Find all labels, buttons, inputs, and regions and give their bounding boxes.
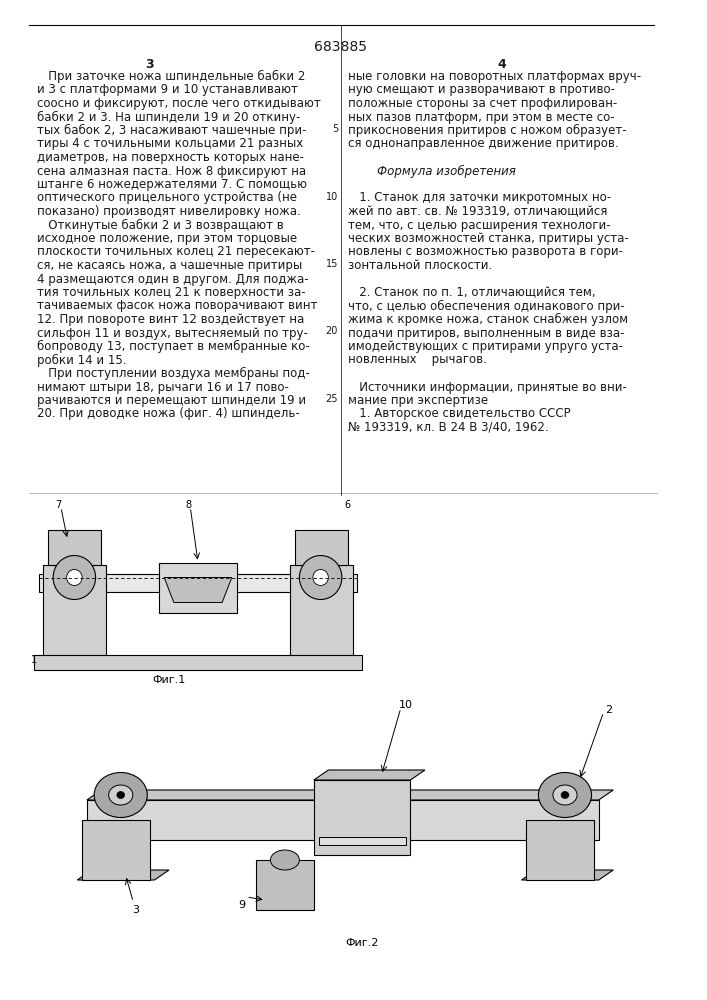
Text: 1: 1 <box>30 655 37 665</box>
Text: имодействующих с притирами упруго уста-: имодействующих с притирами упруго уста- <box>348 340 623 353</box>
Text: жима к кромке ножа, станок снабжен узлом: жима к кромке ножа, станок снабжен узлом <box>348 313 628 326</box>
Polygon shape <box>164 578 232 602</box>
Text: ся, не касаясь ножа, а чашечные притиры: ся, не касаясь ножа, а чашечные притиры <box>37 259 302 272</box>
Ellipse shape <box>270 850 299 870</box>
Text: что, с целью обеспечения одинакового при-: что, с целью обеспечения одинакового при… <box>348 300 624 313</box>
Text: прикосновения притиров с ножом образует-: прикосновения притиров с ножом образует- <box>348 124 626 137</box>
Text: 4: 4 <box>498 58 507 71</box>
Polygon shape <box>522 870 613 880</box>
Text: 4 размещаются один в другом. Для поджа-: 4 размещаются один в другом. Для поджа- <box>37 272 308 286</box>
Text: 8: 8 <box>185 500 192 510</box>
Text: 3: 3 <box>146 58 154 71</box>
Bar <box>319 837 406 845</box>
Bar <box>34 655 362 670</box>
Text: зонтальной плоскости.: зонтальной плоскости. <box>348 259 492 272</box>
Polygon shape <box>314 770 425 780</box>
Text: ные головки на поворотных платформах вруч-: ные головки на поворотных платформах вру… <box>348 70 641 83</box>
Text: бопроводу 13, поступает в мембранные ко-: бопроводу 13, поступает в мембранные ко- <box>37 340 310 353</box>
Text: робки 14 и 15.: робки 14 и 15. <box>37 354 126 367</box>
Text: тачиваемых фасок ножа поворачивают винт: тачиваемых фасок ножа поворачивают винт <box>37 300 317 312</box>
Ellipse shape <box>117 792 124 798</box>
Text: тем, что, с целью расширения технологи-: тем, что, с целью расширения технологи- <box>348 219 610 232</box>
Text: подачи притиров, выполненным в виде вза-: подачи притиров, выполненным в виде вза- <box>348 326 624 340</box>
Text: бабки 2 и 3. На шпиндели 19 и 20 откину-: бабки 2 и 3. На шпиндели 19 и 20 откину- <box>37 110 300 124</box>
Text: оптического прицельного устройства (не: оптического прицельного устройства (не <box>37 192 297 205</box>
Ellipse shape <box>553 785 577 805</box>
Text: сена алмазная паста. Нож 8 фиксируют на: сена алмазная паста. Нож 8 фиксируют на <box>37 164 306 178</box>
Bar <box>256 860 314 910</box>
Bar <box>43 565 106 660</box>
Text: положные стороны за счет профилирован-: положные стороны за счет профилирован- <box>348 97 617 110</box>
Text: 5: 5 <box>332 124 338 134</box>
Text: 25: 25 <box>325 394 338 404</box>
Bar <box>314 780 411 855</box>
Bar <box>39 574 357 591</box>
Text: 9: 9 <box>238 900 245 910</box>
Text: мание при экспертизе: мание при экспертизе <box>348 394 488 407</box>
Text: Источники информации, принятые во вни-: Источники информации, принятые во вни- <box>348 380 626 393</box>
Text: 10: 10 <box>326 192 338 202</box>
Text: Фиг.1: Фиг.1 <box>153 675 186 685</box>
Text: № 193319, кл. В 24 В 3/40, 1962.: № 193319, кл. В 24 В 3/40, 1962. <box>348 421 549 434</box>
Text: Формула изобретения: Формула изобретения <box>377 164 515 178</box>
Circle shape <box>313 570 328 585</box>
Text: ных пазов платформ, при этом в месте со-: ных пазов платформ, при этом в месте со- <box>348 110 614 123</box>
Text: Откинутые бабки 2 и 3 возвращают в: Откинутые бабки 2 и 3 возвращают в <box>37 219 284 232</box>
Text: тиры 4 с точильными кольцами 21 разных: тиры 4 с точильными кольцами 21 разных <box>37 137 303 150</box>
Polygon shape <box>77 870 169 880</box>
Text: 20: 20 <box>326 326 338 336</box>
Text: 3: 3 <box>132 905 139 915</box>
Text: новлены с возможностью разворота в гори-: новлены с возможностью разворота в гори- <box>348 245 623 258</box>
Text: 20. При доводке ножа (фиг. 4) шпиндель-: 20. При доводке ножа (фиг. 4) шпиндель- <box>37 408 300 420</box>
Circle shape <box>53 556 95 599</box>
Text: 10: 10 <box>399 700 413 710</box>
Bar <box>526 820 594 880</box>
Text: нимают штыри 18, рычаги 16 и 17 пово-: нимают штыри 18, рычаги 16 и 17 пово- <box>37 380 288 393</box>
Text: При поступлении воздуха мембраны под-: При поступлении воздуха мембраны под- <box>37 367 310 380</box>
Text: 6: 6 <box>344 500 351 510</box>
Text: Фиг.2: Фиг.2 <box>346 938 379 948</box>
Text: сильфон 11 и воздух, вытесняемый по тру-: сильфон 11 и воздух, вытесняемый по тру- <box>37 326 308 340</box>
Text: 2: 2 <box>605 705 612 715</box>
Text: тия точильных колец 21 к поверхности за-: тия точильных колец 21 к поверхности за- <box>37 286 305 299</box>
Text: штанге 6 ножедержателями 7. С помощью: штанге 6 ножедержателями 7. С помощью <box>37 178 307 191</box>
Text: тых бабок 2, 3 насаживают чашечные при-: тых бабок 2, 3 насаживают чашечные при- <box>37 124 306 137</box>
Polygon shape <box>87 790 613 800</box>
Text: рачиваются и перемещают шпиндели 19 и: рачиваются и перемещают шпиндели 19 и <box>37 394 306 407</box>
Text: 1. Станок для заточки микротомных но-: 1. Станок для заточки микротомных но- <box>348 192 611 205</box>
Text: 2. Станок по п. 1, отличающийся тем,: 2. Станок по п. 1, отличающийся тем, <box>348 286 595 299</box>
Text: 7: 7 <box>55 500 61 510</box>
Bar <box>295 530 348 565</box>
Text: ную смещают и разворачивают в противо-: ную смещают и разворачивают в противо- <box>348 84 614 97</box>
Polygon shape <box>87 800 599 840</box>
Text: ческих возможностей станка, притиры уста-: ческих возможностей станка, притиры уста… <box>348 232 629 245</box>
Text: новленных    рычагов.: новленных рычагов. <box>348 354 486 366</box>
Text: При заточке ножа шпиндельные бабки 2: При заточке ножа шпиндельные бабки 2 <box>37 70 305 83</box>
Text: жей по авт. св. № 193319, отличающийся: жей по авт. св. № 193319, отличающийся <box>348 205 607 218</box>
Text: плоскости точильных колец 21 пересекают-: плоскости точильных колец 21 пересекают- <box>37 245 315 258</box>
Ellipse shape <box>109 785 133 805</box>
Ellipse shape <box>561 792 569 798</box>
Circle shape <box>66 570 82 585</box>
Text: показано) производят нивелировку ножа.: показано) производят нивелировку ножа. <box>37 205 300 218</box>
Text: и 3 с платформами 9 и 10 устанавливают: и 3 с платформами 9 и 10 устанавливают <box>37 84 298 97</box>
Text: ся однонаправленное движение притиров.: ся однонаправленное движение притиров. <box>348 137 619 150</box>
Bar <box>290 565 353 660</box>
Text: диаметров, на поверхность которых нане-: диаметров, на поверхность которых нане- <box>37 151 304 164</box>
Bar <box>48 530 101 565</box>
Text: исходное положение, при этом торцовые: исходное положение, при этом торцовые <box>37 232 297 245</box>
Text: 15: 15 <box>326 259 338 269</box>
Bar <box>82 820 150 880</box>
Text: 1. Авторское свидетельство СССР: 1. Авторское свидетельство СССР <box>348 408 571 420</box>
Ellipse shape <box>94 772 147 818</box>
Circle shape <box>299 556 342 599</box>
Ellipse shape <box>539 772 592 818</box>
Text: 12. При повороте винт 12 воздействует на: 12. При повороте винт 12 воздействует на <box>37 313 304 326</box>
Text: соосно и фиксируют, после чего откидывают: соосно и фиксируют, после чего откидываю… <box>37 97 320 110</box>
Bar <box>159 562 237 612</box>
Text: 683885: 683885 <box>315 40 368 54</box>
